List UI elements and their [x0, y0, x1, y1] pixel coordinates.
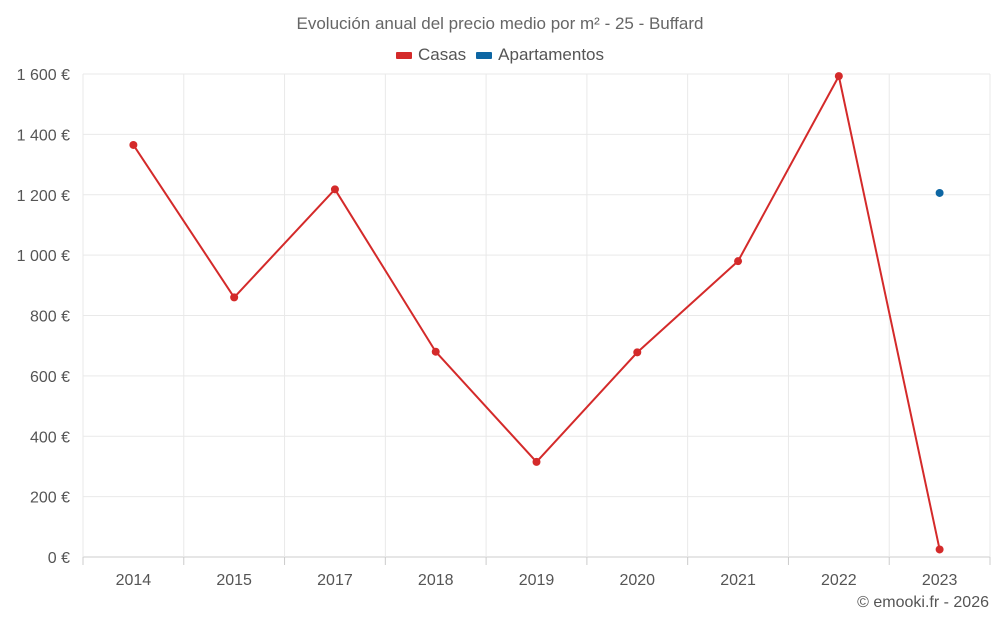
x-tick-label: 2019	[519, 572, 555, 589]
legend-swatch-apartamentos	[476, 51, 493, 59]
y-tick-label: 1 200 €	[17, 188, 70, 205]
legend-label-casas: Casas	[417, 45, 467, 64]
x-tick-label: 2014	[116, 572, 152, 589]
x-tick-label: 2017	[317, 572, 353, 589]
data-point-casas[interactable]	[734, 257, 743, 266]
data-point-casas[interactable]	[330, 185, 339, 194]
x-tick-label: 2021	[720, 572, 756, 589]
legend-swatch-casas	[395, 51, 412, 59]
x-tick-label: 2022	[821, 572, 857, 589]
y-tick-label: 0 €	[48, 550, 70, 567]
y-tick-label: 800 €	[30, 309, 70, 326]
x-tick-label: 2018	[418, 572, 454, 589]
series-layer	[129, 72, 944, 554]
legend-item-apartamentos[interactable]: Apartamentos	[476, 45, 604, 65]
data-point-casas[interactable]	[129, 140, 138, 149]
y-tick-label: 400 €	[30, 429, 70, 446]
data-point-casas[interactable]	[431, 347, 440, 356]
series-line-casas	[132, 75, 941, 550]
legend: Casas Apartamentos	[0, 45, 1000, 65]
chart-title: Evolución anual del precio medio por m² …	[296, 14, 704, 33]
x-tick-label: 2015	[216, 572, 252, 589]
data-point-casas[interactable]	[633, 348, 642, 357]
y-tick-label: 1 000 €	[17, 248, 70, 265]
y-tick-label: 600 €	[30, 369, 70, 386]
legend-item-casas[interactable]: Casas	[395, 45, 467, 65]
y-tick-label: 200 €	[30, 490, 70, 507]
data-point-casas[interactable]	[230, 293, 239, 302]
data-point-casas[interactable]	[834, 72, 843, 81]
legend-label-apartamentos: Apartamentos	[498, 45, 605, 64]
y-tick-label: 1 400 €	[17, 127, 70, 144]
credits[interactable]: © emooki.fr - 2026	[857, 594, 989, 611]
axes: 0 € 200 € 400 € 600 € 800 € 1 000 € 1 200 € 1 4…	[17, 67, 991, 589]
y-tick-label: 1 600 €	[17, 67, 70, 84]
data-point-casas[interactable]	[935, 545, 944, 554]
data-point-casas[interactable]	[532, 457, 541, 466]
x-tick-label: 2023	[922, 572, 958, 589]
data-point-apartamentos[interactable]	[935, 188, 944, 197]
x-tick-label: 2020	[619, 572, 655, 589]
